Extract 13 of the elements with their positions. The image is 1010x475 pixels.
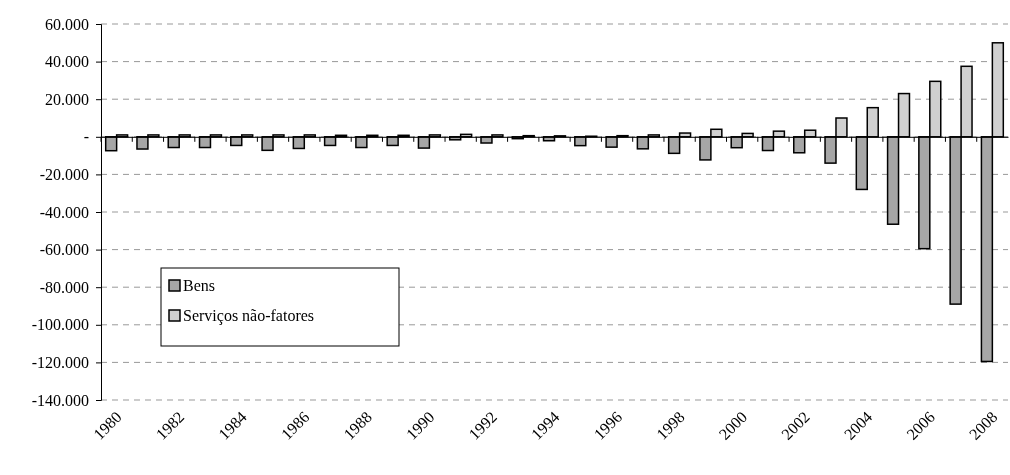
y-tick-label: 20.000 bbox=[45, 90, 89, 108]
y-tick-label: -120.000 bbox=[31, 354, 89, 372]
y-tick-label: - bbox=[83, 128, 89, 146]
y-tick-label: 40.000 bbox=[45, 53, 89, 71]
y-tick-label: -20.000 bbox=[39, 166, 89, 184]
y-tick-label: -100.000 bbox=[31, 316, 89, 334]
y-tick-label: -60.000 bbox=[39, 241, 89, 259]
y-tick-label: -140.000 bbox=[31, 391, 89, 409]
y-tick-label: 60.000 bbox=[45, 15, 89, 33]
y-tick-label: -40.000 bbox=[39, 203, 89, 221]
legend-label: Bens bbox=[183, 277, 215, 294]
legend-label: Serviços não-fatores bbox=[183, 307, 315, 325]
y-tick-label: -80.000 bbox=[39, 278, 89, 296]
